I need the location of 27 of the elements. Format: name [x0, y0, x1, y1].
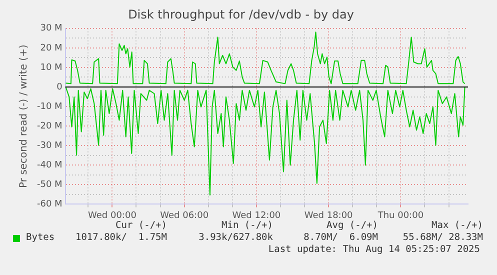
x-tick-label: Wed 06:00	[160, 210, 209, 221]
y-tick-label: 10 M	[40, 62, 62, 73]
y-tick-label: 30 M	[40, 24, 62, 34]
y-tick-label: -20 M	[37, 121, 62, 132]
y-tick-label: -30 M	[37, 140, 62, 151]
y-tick-label: -10 M	[37, 102, 62, 112]
y-tick-label: -60 M	[37, 200, 62, 210]
x-tick-label: Wed 18:00	[304, 210, 354, 221]
text: Last update: Thu Aug 14 05:25:07 2025	[267, 244, 481, 256]
y-tick-label: 0	[56, 82, 63, 92]
text: 3.93k/627.80k	[198, 232, 273, 244]
x-tick-label: Thu 00:00	[376, 210, 424, 221]
text: 1017.80k/ 1.75M	[74, 232, 167, 244]
y-tick-label: 20 M	[40, 43, 62, 54]
y-tick-label: -50 M	[37, 180, 62, 190]
chart-title: Disk throughput for /dev/vdb - by day	[128, 7, 354, 22]
y-axis-title: Pr second read (-) / write (+)	[18, 44, 30, 188]
x-tick-label: Wed 00:00	[88, 210, 137, 221]
legend-label: Bytes	[26, 232, 55, 244]
text: 8.70M/ 6.09M	[302, 232, 378, 244]
text: Cur (-/+)	[114, 220, 167, 232]
text: Avg (-/+)	[326, 220, 378, 232]
text: 55.68M/ 28.33M	[402, 232, 483, 244]
x-tick-label: Wed 12:00	[232, 210, 281, 221]
text: Max (-/+)	[430, 220, 483, 232]
text: Min (-/+)	[220, 220, 273, 232]
y-tick-label: -40 M	[37, 160, 62, 170]
